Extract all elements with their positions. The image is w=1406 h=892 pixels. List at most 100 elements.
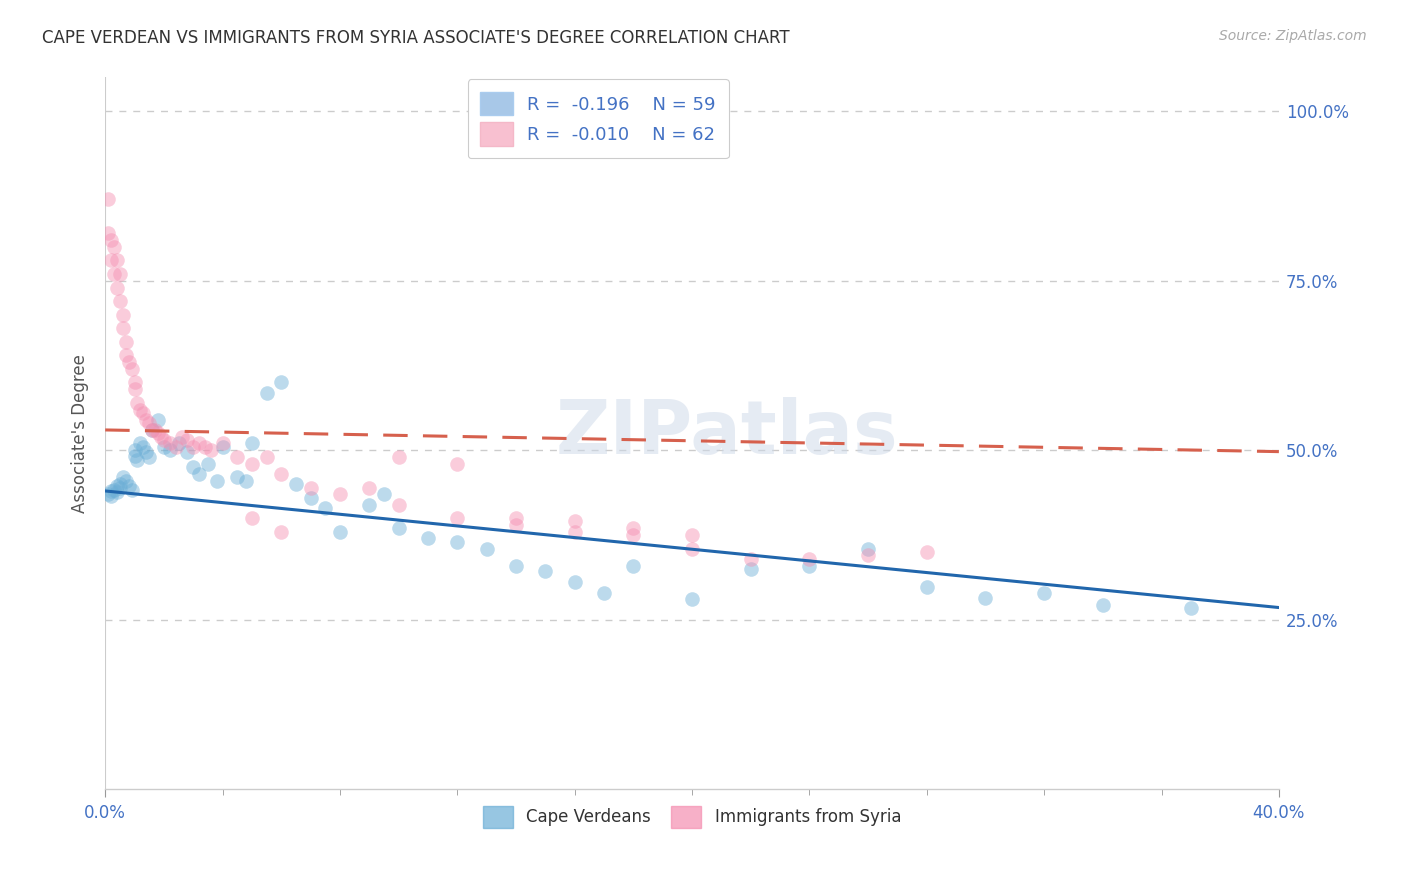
Point (124, 376, 146, 390)
Point (205, 474, 228, 488)
Point (799, 558, 821, 573)
Point (141, 423, 163, 437)
Point (100, 253, 122, 268)
Point (153, 440, 176, 454)
Point (681, 592, 703, 607)
Point (121, 483, 143, 497)
Point (97, 227, 120, 241)
Point (314, 500, 336, 515)
Text: Source: ZipAtlas.com: Source: ZipAtlas.com (1219, 29, 1367, 44)
Point (121, 362, 143, 376)
Point (446, 534, 468, 549)
Point (359, 498, 381, 512)
Point (159, 436, 181, 450)
Point (681, 541, 703, 556)
Text: CAPE VERDEAN VS IMMIGRANTS FROM SYRIA ASSOCIATE'S DEGREE CORRELATION CHART: CAPE VERDEAN VS IMMIGRANTS FROM SYRIA AS… (42, 29, 790, 47)
Point (284, 477, 307, 491)
Point (505, 511, 527, 525)
Point (299, 491, 322, 505)
Point (621, 558, 644, 573)
Point (100, 233, 122, 247)
Point (974, 591, 997, 605)
Point (359, 481, 381, 495)
Point (226, 470, 249, 484)
Point (146, 426, 169, 441)
Point (1180, 600, 1202, 615)
Point (200, 443, 222, 458)
Point (446, 457, 468, 471)
Point (211, 436, 233, 450)
Point (153, 433, 176, 447)
Point (127, 396, 149, 410)
Point (111, 321, 134, 335)
Point (124, 449, 146, 463)
Y-axis label: Associate's Degree: Associate's Degree (72, 354, 89, 513)
Point (740, 551, 762, 566)
Point (226, 450, 249, 464)
Point (111, 470, 134, 484)
Point (127, 453, 149, 467)
Point (564, 575, 586, 590)
Point (103, 240, 125, 254)
Point (132, 406, 155, 420)
Point (114, 348, 136, 362)
Point (197, 457, 219, 471)
Legend: Cape Verdeans, Immigrants from Syria: Cape Verdeans, Immigrants from Syria (477, 799, 908, 834)
Point (740, 562, 762, 576)
Point (103, 483, 125, 497)
Point (97, 487, 120, 501)
Point (235, 474, 257, 488)
Point (105, 280, 128, 294)
Point (856, 541, 879, 556)
Point (129, 402, 152, 417)
Point (100, 489, 122, 503)
Point (114, 474, 136, 488)
Point (135, 444, 157, 458)
Point (256, 450, 278, 464)
Point (181, 440, 204, 454)
Text: ZIPatlas: ZIPatlas (555, 397, 898, 470)
Point (1033, 585, 1056, 599)
Point (915, 545, 938, 559)
Point (564, 515, 586, 529)
Point (373, 487, 395, 501)
Point (170, 430, 193, 444)
Point (799, 551, 821, 566)
Point (505, 517, 527, 532)
Point (167, 436, 190, 450)
Point (1091, 598, 1114, 612)
Point (176, 444, 198, 458)
Point (188, 467, 211, 481)
Point (194, 440, 217, 454)
Point (270, 524, 292, 539)
Point (111, 308, 134, 322)
Point (505, 558, 527, 573)
Point (105, 253, 128, 268)
Point (270, 376, 292, 390)
Point (593, 585, 616, 599)
Point (108, 477, 131, 491)
Point (132, 440, 155, 454)
Point (388, 450, 411, 464)
Point (256, 385, 278, 400)
Point (270, 467, 292, 481)
Point (118, 355, 141, 369)
Point (621, 528, 644, 542)
Point (108, 481, 131, 495)
Point (159, 443, 181, 458)
Point (105, 485, 128, 500)
Point (388, 498, 411, 512)
Point (138, 450, 160, 464)
Point (299, 481, 322, 495)
Point (240, 511, 263, 525)
Point (165, 440, 187, 454)
Point (129, 436, 152, 450)
Point (105, 478, 128, 492)
Point (138, 416, 160, 430)
Point (329, 524, 352, 539)
Point (240, 436, 263, 450)
Point (211, 440, 233, 454)
Point (108, 294, 131, 309)
Point (240, 457, 263, 471)
Point (97, 193, 120, 207)
